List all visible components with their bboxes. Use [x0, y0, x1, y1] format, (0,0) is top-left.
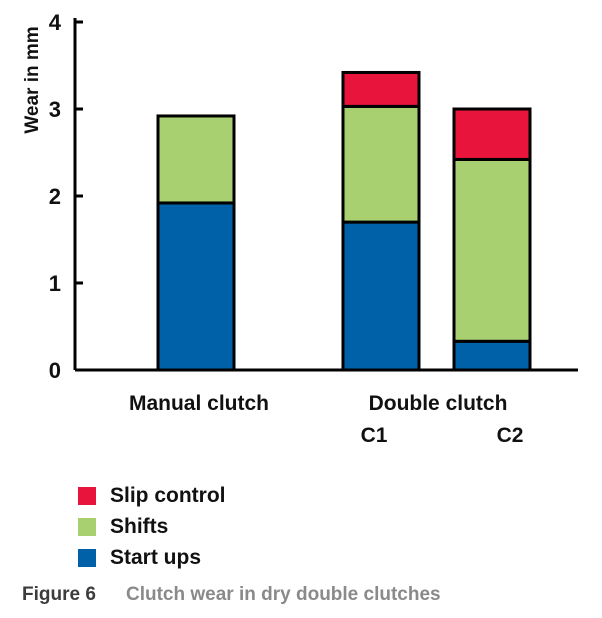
stacked-bar-chart: 0 1 2 3 4 Wear in mm Manual clutch Double clutc…: [22, 10, 578, 447]
legend-swatch-start-ups: [78, 548, 96, 567]
bar-2-slip-control: [341, 70, 421, 108]
figure-caption: Figure 6 Clutch wear in dry double clutch…: [22, 584, 441, 606]
y-tick-label-4: 4: [49, 10, 62, 35]
figure-title: Clutch wear in dry double clutches: [126, 584, 441, 605]
legend-label-shifts: Shifts: [110, 514, 169, 538]
bar-3-start-ups: [452, 339, 532, 372]
bar-3-shifts: [452, 157, 532, 343]
legend: Slip control Shifts Start ups: [78, 480, 226, 573]
bar-1-shifts: [156, 114, 236, 205]
bar-3-slip-control: [452, 107, 532, 161]
legend-label-slip-control: Slip control: [110, 483, 226, 507]
y-axis-title: Wear in mm: [22, 26, 43, 133]
y-tick-label-1: 1: [49, 271, 61, 296]
bar-1-start-ups: [156, 201, 236, 372]
bar-sub-label-c2: C2: [497, 424, 524, 447]
y-tick-label-0: 0: [49, 358, 61, 383]
legend-item-start-ups: Start ups: [78, 542, 226, 573]
group-label-2: Double clutch: [369, 392, 508, 415]
legend-item-slip-control: Slip control: [78, 480, 226, 511]
group-label-1: Manual clutch: [129, 392, 269, 415]
bar-2-start-ups: [341, 220, 421, 372]
figure-number: Figure 6: [22, 584, 96, 605]
bar-sub-label-c1: C1: [361, 424, 388, 447]
bar-2-shifts: [341, 104, 421, 224]
y-tick-label-2: 2: [49, 184, 61, 209]
legend-swatch-slip-control: [78, 486, 96, 505]
y-tick-label-3: 3: [49, 97, 61, 122]
legend-swatch-shifts: [78, 517, 96, 536]
legend-item-shifts: Shifts: [78, 511, 226, 542]
legend-label-start-ups: Start ups: [110, 545, 202, 569]
